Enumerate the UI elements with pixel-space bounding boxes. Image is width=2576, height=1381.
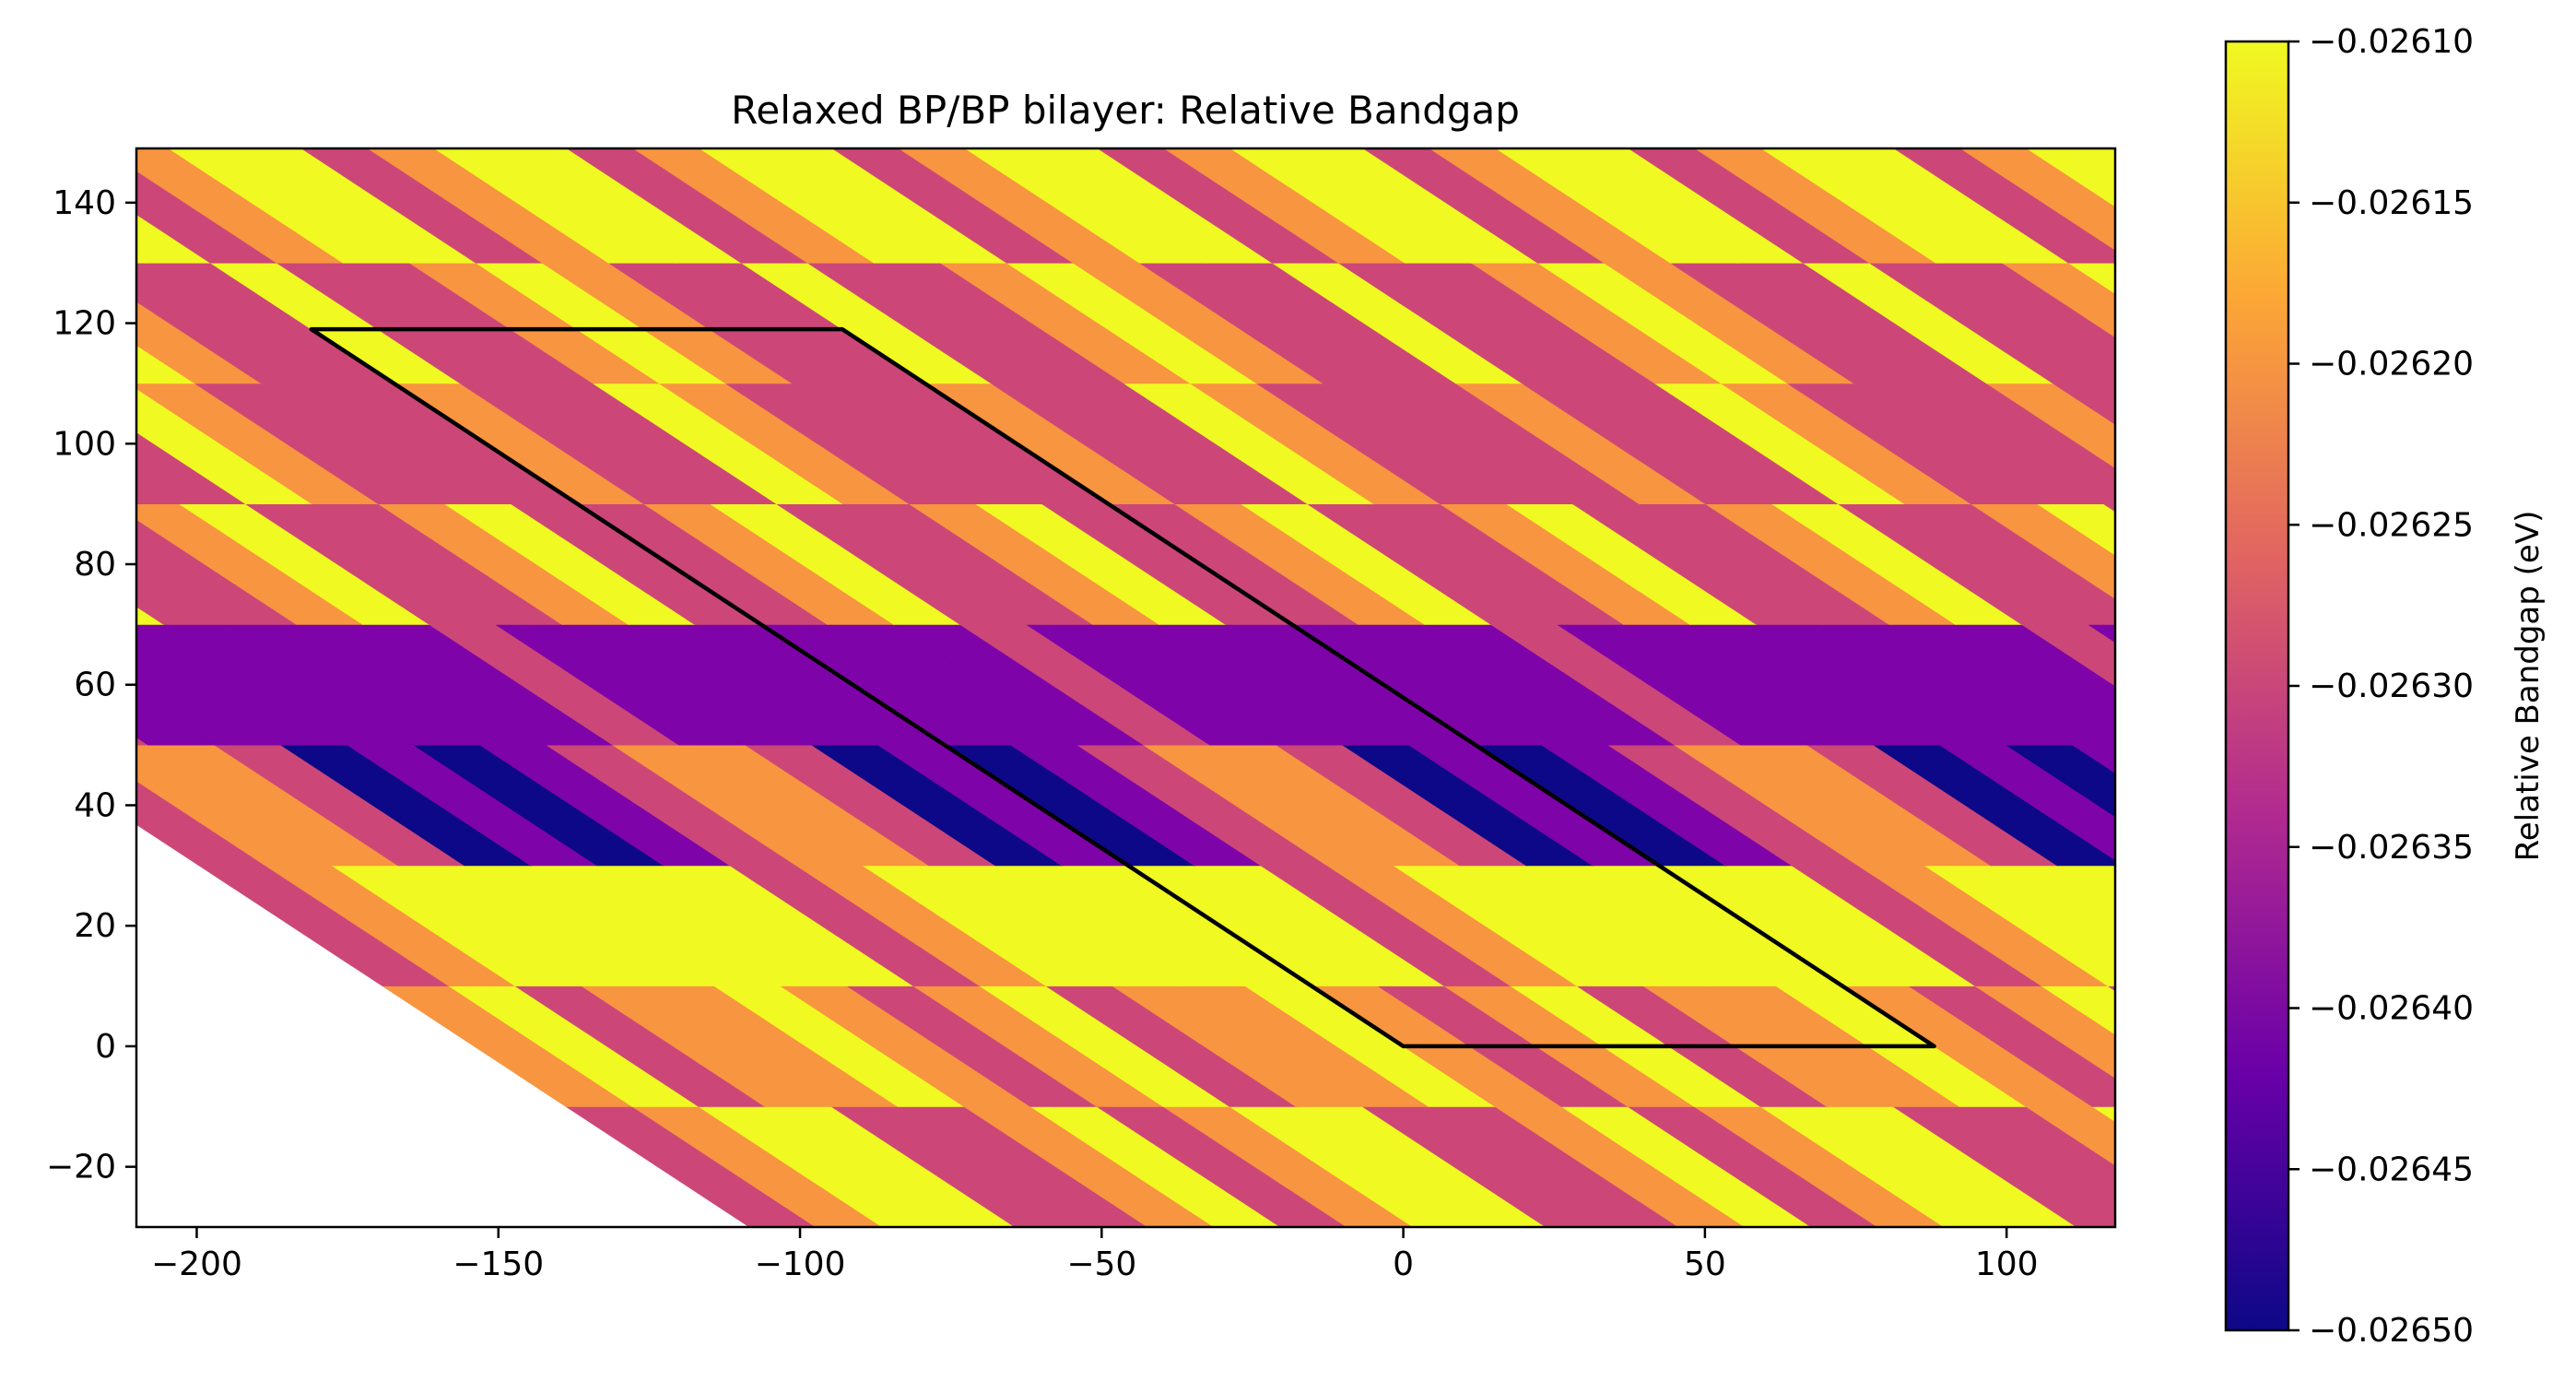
y-axis: −20 0 20 40 60 80 100 120 140 <box>46 184 136 1186</box>
chart-title: Relaxed BP/BP bilayer: Relative Bandgap <box>731 88 1520 133</box>
colorbar-tick-label: −0.02650 <box>2309 1312 2474 1350</box>
heatmap-cell <box>2455 866 2576 986</box>
x-tick-label: 100 <box>1975 1245 2039 1283</box>
colorbar-tick-label: −0.02635 <box>2309 829 2474 867</box>
heatmap-cell <box>2518 384 2576 504</box>
colorbar-gradient <box>2226 41 2288 1330</box>
heatmap-cell <box>2319 384 2569 504</box>
heatmap-cell <box>2533 263 2576 384</box>
y-tick-label: 0 <box>95 1028 116 1066</box>
y-tick-label: −20 <box>46 1149 116 1186</box>
heatmap-cell <box>2088 624 2338 745</box>
colorbar-tick-label: −0.02630 <box>2309 667 2474 705</box>
y-tick-label: 100 <box>53 425 116 463</box>
y-tick-label: 80 <box>74 546 116 584</box>
colorbar-label: Relative Bandgap (eV) <box>2510 511 2547 862</box>
y-tick-label: 120 <box>53 305 116 343</box>
colorbar-tick-label: −0.02610 <box>2309 23 2474 61</box>
x-tick-label: −150 <box>453 1245 544 1283</box>
x-tick-label: −50 <box>1066 1245 1136 1283</box>
heatmap-cell <box>2256 866 2506 986</box>
x-axis: −200 −150 −100 −50 0 50 100 <box>151 1227 2039 1283</box>
heatmap-cell <box>2466 263 2576 384</box>
colorbar-ticks: −0.02610 −0.02615 −0.02620 −0.02625 −0.02630… <box>2288 23 2474 1350</box>
heatmap-cell <box>2385 384 2576 504</box>
heatmap-cell <box>2389 866 2576 986</box>
heatmap-cell <box>0 148 11 263</box>
heatmap-cell <box>0 624 82 745</box>
y-tick-label: 140 <box>53 184 116 222</box>
heatmap-cell <box>2522 866 2576 986</box>
heatmap-cell <box>2490 1106 2576 1227</box>
colorbar-tick-label: −0.02620 <box>2309 346 2474 384</box>
colorbar: −0.02610 −0.02615 −0.02620 −0.02625 −0.02630… <box>2226 23 2547 1350</box>
heatmap-cell <box>0 504 31 625</box>
x-tick-label: 0 <box>1393 1245 1414 1283</box>
heatmap-cell <box>2092 1106 2342 1227</box>
heatmap-cell <box>2569 504 2576 625</box>
heatmap-cell <box>2506 986 2576 1107</box>
heatmap-cell <box>2093 148 2334 263</box>
heatmap-cell <box>2572 986 2576 1107</box>
heatmap-cell <box>2323 866 2572 986</box>
heatmap-cell <box>2452 384 2576 504</box>
colorbar-tick-label: −0.02645 <box>2309 1151 2474 1188</box>
heatmap-cells <box>0 148 2576 1227</box>
heatmap-cell <box>2553 624 2576 745</box>
y-tick-label: 60 <box>74 667 116 704</box>
x-tick-label: −200 <box>151 1245 242 1283</box>
colorbar-tick-label: −0.02615 <box>2309 184 2474 222</box>
x-tick-label: 50 <box>1684 1245 1726 1283</box>
heatmap-cell <box>2557 1106 2576 1227</box>
colorbar-tick-label: −0.02640 <box>2309 990 2474 1028</box>
x-tick-label: −100 <box>755 1245 846 1283</box>
heatmap-cell <box>0 384 47 504</box>
y-tick-label: 20 <box>74 907 116 945</box>
y-tick-label: 40 <box>74 786 116 824</box>
colorbar-tick-label: −0.02625 <box>2309 506 2474 544</box>
heatmap-cell <box>2186 384 2436 504</box>
